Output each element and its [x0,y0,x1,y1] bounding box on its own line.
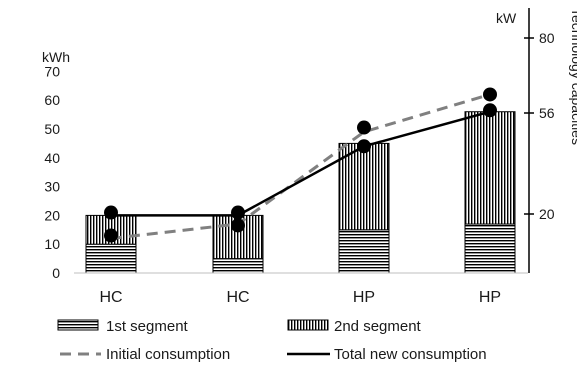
legend-label-1st-segment: 1st segment [106,318,189,335]
y2-tick-label: 56 [539,105,555,121]
bar-1st-segment [464,223,516,274]
legend-swatch-1st-segment [57,319,99,331]
legend-label-initial-consumption: Initial consumption [106,346,230,363]
data-marker [357,139,371,154]
y2-tick-label: 80 [539,30,555,46]
data-marker [231,205,245,220]
y-tick-label: 50 [44,121,60,137]
data-marker [483,87,497,102]
line-initial-consumption [110,93,491,240]
legend-label-total-new-consumption: Total new consumption [334,346,487,363]
data-marker [483,103,497,118]
y-tick-label: 30 [44,179,60,195]
legend-label-2nd-segment: 2nd segment [334,318,422,335]
bar-1st-segment [85,243,137,274]
data-marker [357,120,371,135]
y-tick-label: 40 [44,150,60,166]
y-axis-label: kWh [42,49,70,65]
y-tick-label: 70 [44,63,60,79]
x-tick-label: HP [479,289,501,306]
line-total-new-consumption [111,110,491,217]
legend-swatch-2nd-segment [287,319,329,331]
x-tick-label: HC [226,289,249,306]
y-tick-label: 20 [44,207,60,223]
y2-unit-label: kW [496,10,517,26]
bar-2nd-segment [464,111,516,225]
y-tick-label: 60 [44,92,60,108]
y-tick-label: 0 [52,265,60,281]
x-tick-label: HP [353,289,375,306]
y2-tick-label: 20 [539,206,555,222]
bar-1st-segment [212,258,264,274]
data-marker [104,228,118,243]
y2-axis-label: Technology capacities [569,8,577,145]
x-tick-label: HC [99,289,122,306]
bar-1st-segment [338,229,390,274]
data-marker [104,205,118,220]
y-tick-label: 10 [44,236,60,252]
data-marker [231,218,245,233]
